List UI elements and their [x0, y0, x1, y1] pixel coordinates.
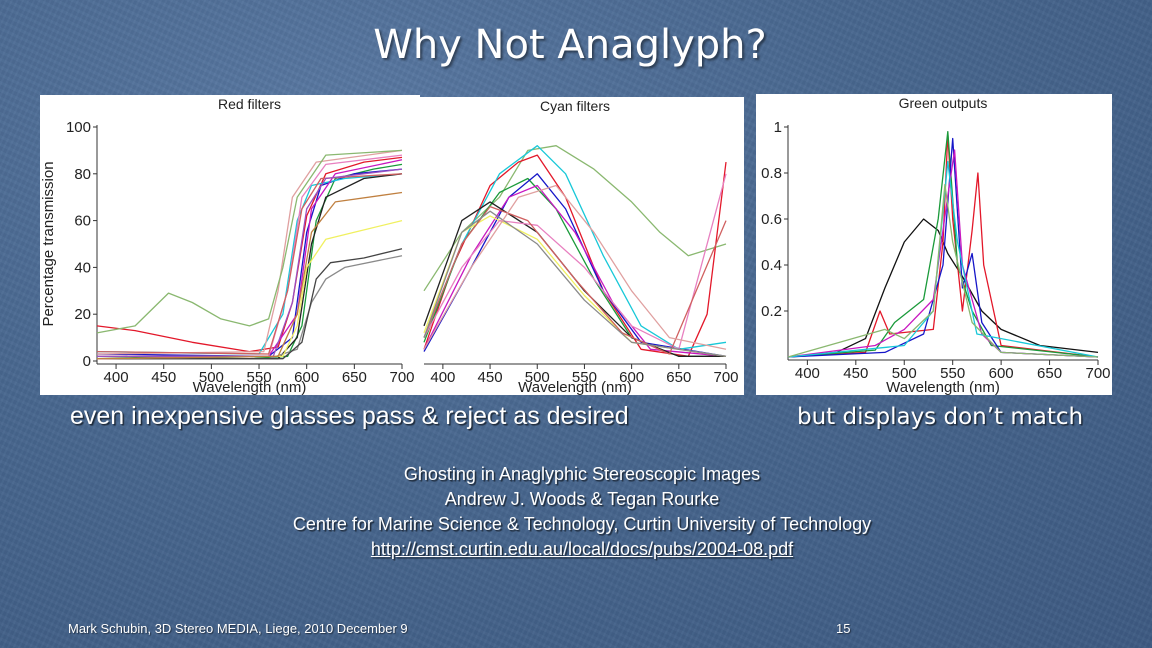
x-tick-label: 450 — [478, 369, 503, 386]
footer-credit: Mark Schubin, 3D Stereo MEDIA, Liege, 20… — [68, 621, 408, 636]
x-tick-label: 700 — [713, 369, 738, 386]
x-tick-label: 600 — [989, 365, 1014, 382]
slide-title: Why Not Anaglyph? — [373, 22, 767, 68]
x-tick-label: 400 — [795, 365, 820, 382]
series-line-6 — [423, 184, 727, 357]
citation-institution: Centre for Marine Science & Technology, … — [292, 514, 872, 534]
series-line-4 — [787, 137, 1099, 358]
y-tick-label: 0.6 — [761, 211, 782, 228]
x-tick-label: 400 — [430, 369, 455, 386]
chart-title: Green outputs — [899, 95, 988, 111]
series-line-9 — [423, 173, 727, 350]
series-line-5 — [423, 145, 727, 350]
x-tick-label: 600 — [619, 369, 644, 386]
series-line-10 — [423, 205, 727, 355]
series-line-1 — [96, 156, 403, 353]
series-line-2 — [787, 133, 1099, 358]
series-line-1 — [787, 218, 1099, 358]
series-line-10 — [96, 154, 403, 360]
x-tick-label: 650 — [1037, 365, 1062, 382]
y-tick-label: 100 — [66, 119, 91, 136]
citation-link-row: http://cmst.curtin.edu.au/local/docs/pub… — [0, 539, 1152, 560]
x-axis-label: Wavelength (nm) — [518, 379, 632, 395]
chart-svg: Cyan filters 400 450 500 550 600 650 700 Wavelen… — [423, 98, 739, 395]
series-line-15 — [96, 191, 403, 360]
y-axis-label: Percentage transmission — [40, 161, 57, 326]
y-tick-label: 60 — [74, 213, 91, 230]
series-line-3 — [787, 130, 1099, 358]
green-outputs-chart: Green outputs 400 450 500 550 600 650 700 0.2 0.4… — [756, 94, 1112, 395]
chart-title: Red filters — [218, 96, 281, 112]
x-tick-label: 550 — [940, 365, 965, 382]
series-line-11 — [96, 149, 403, 355]
citation-link[interactable]: http://cmst.curtin.edu.au/local/docs/pub… — [370, 539, 794, 559]
x-tick-label: 550 — [247, 369, 272, 386]
series-line-8 — [423, 215, 727, 357]
y-tick-label: 80 — [74, 166, 91, 183]
series-line-9 — [97, 219, 403, 357]
series-line-7 — [97, 255, 403, 360]
series-line-4 — [423, 173, 727, 357]
x-tick-label: 500 — [199, 369, 224, 386]
series-line-13 — [96, 173, 403, 355]
y-tick-label: 0.8 — [761, 165, 782, 182]
x-tick-label: 600 — [294, 369, 319, 386]
red-filters-chart: Red filters 400 450 500 550 600 650 700 0 20 40 60 8… — [40, 95, 420, 395]
y-tick-label: 0 — [83, 353, 91, 370]
y-tick-label: 1 — [774, 119, 782, 136]
x-tick-label: 700 — [1085, 365, 1110, 382]
series-line-8 — [97, 248, 403, 360]
y-tick-label: 0.4 — [761, 257, 782, 274]
slide-number: 15 — [836, 621, 851, 636]
x-tick-label: 450 — [151, 369, 176, 386]
x-tick-label: 550 — [572, 369, 597, 386]
caption-right: but displays don’t match — [797, 404, 1084, 430]
chart-svg: Red filters 400 450 500 550 600 650 700 0 20 40 60 8… — [40, 96, 415, 395]
series-line-7 — [787, 183, 1099, 358]
y-tick-label: 20 — [74, 306, 91, 323]
y-tick-label: 0.2 — [761, 303, 782, 320]
x-tick-label: 700 — [389, 369, 414, 386]
series-line-2 — [96, 163, 403, 360]
caption-left: even inexpensive glasses pass & reject a… — [70, 402, 629, 430]
series-line-12 — [96, 149, 403, 334]
x-tick-label: 400 — [104, 369, 129, 386]
cyan-filters-chart: Cyan filters 400 450 500 550 600 650 700 Wavelen… — [420, 97, 744, 395]
x-tick-label: 500 — [892, 365, 917, 382]
citation-paper-title: Ghosting in Anaglyphic Stereoscopic Imag… — [403, 464, 761, 484]
chart-svg: Green outputs 400 450 500 550 600 650 700 0.2 0.4… — [761, 95, 1110, 395]
series-line-12 — [423, 184, 727, 350]
series-line-6 — [787, 160, 1099, 358]
series-line-11 — [423, 210, 727, 357]
series-line-1 — [423, 145, 727, 292]
citation-authors: Andrew J. Woods & Tegan Rourke — [444, 489, 720, 509]
series-line-3 — [423, 177, 726, 357]
series-line-5 — [97, 159, 403, 357]
x-axis-label: Wavelength (nm) — [193, 379, 307, 395]
series-line-3 — [96, 168, 403, 357]
series-line-6 — [97, 173, 403, 360]
series-line-4 — [96, 173, 403, 355]
x-tick-label: 650 — [666, 369, 691, 386]
x-tick-label: 650 — [342, 369, 367, 386]
x-axis-label: Wavelength (nm) — [886, 379, 1000, 395]
series-line-14 — [97, 168, 403, 357]
x-tick-label: 500 — [525, 369, 550, 386]
x-tick-label: 450 — [843, 365, 868, 382]
y-tick-label: 40 — [74, 259, 91, 276]
chart-title: Cyan filters — [540, 98, 610, 114]
